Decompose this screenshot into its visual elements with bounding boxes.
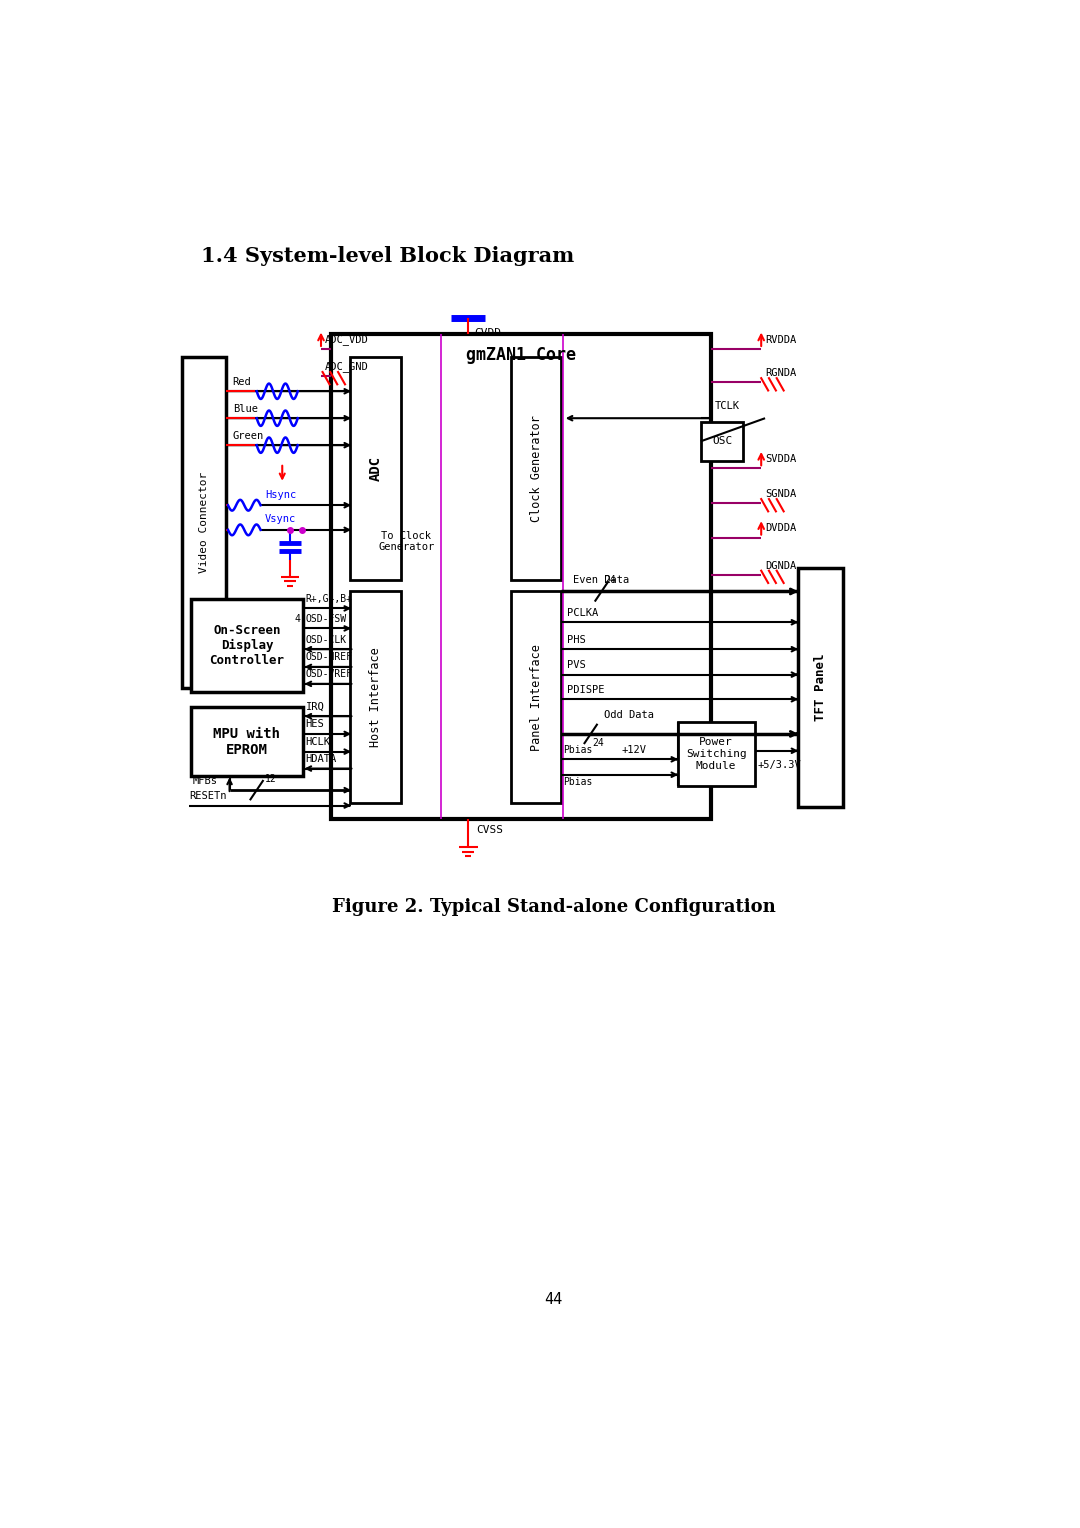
Text: Clock Generator: Clock Generator <box>529 414 542 521</box>
Text: Blue: Blue <box>232 405 258 414</box>
Text: CVDD: CVDD <box>474 329 501 338</box>
Bar <box>181 356 227 688</box>
Text: 1.4 System-level Block Diagram: 1.4 System-level Block Diagram <box>201 246 575 266</box>
Text: 24: 24 <box>592 738 604 747</box>
Bar <box>511 356 562 581</box>
Text: IRQ: IRQ <box>306 701 324 712</box>
Text: +12V: +12V <box>622 744 647 755</box>
Text: Power
Switching
Module: Power Switching Module <box>686 738 746 770</box>
Text: 4: 4 <box>295 614 301 623</box>
Text: Odd Data: Odd Data <box>604 711 653 720</box>
Text: +5/3.3V: +5/3.3V <box>757 759 801 770</box>
Text: PHS: PHS <box>567 634 586 645</box>
Text: gmZAN1 Core: gmZAN1 Core <box>465 345 576 364</box>
Text: Hsync: Hsync <box>266 490 296 500</box>
Bar <box>511 591 562 804</box>
Text: 12: 12 <box>265 775 276 784</box>
Text: TFT Panel: TFT Panel <box>813 654 826 721</box>
Text: TCLK: TCLK <box>715 400 740 411</box>
Bar <box>350 356 401 581</box>
Text: ADC: ADC <box>368 455 382 481</box>
Text: SVDDA: SVDDA <box>765 454 796 465</box>
Text: Even Data: Even Data <box>572 576 630 585</box>
Text: Video Connector: Video Connector <box>199 472 208 573</box>
Bar <box>677 723 755 785</box>
Text: ADC_VDD: ADC_VDD <box>325 335 368 345</box>
Bar <box>332 333 711 819</box>
Bar <box>350 591 401 804</box>
Text: CVSS: CVSS <box>476 825 503 836</box>
Bar <box>191 599 303 692</box>
Text: MFBs: MFBs <box>193 776 218 785</box>
Text: MPU with
EPROM: MPU with EPROM <box>214 726 281 756</box>
Text: Panel Interface: Panel Interface <box>529 643 542 750</box>
Text: RGNDA: RGNDA <box>765 368 796 377</box>
Text: HES: HES <box>306 720 324 729</box>
Text: 44: 44 <box>544 1293 563 1308</box>
Text: Host Interface: Host Interface <box>369 648 382 747</box>
Text: PDISPE: PDISPE <box>567 685 605 695</box>
Text: DVDDA: DVDDA <box>765 523 796 533</box>
Text: Green: Green <box>232 431 264 442</box>
Text: R+,G+,B+: R+,G+,B+ <box>306 594 352 604</box>
Text: Vsync: Vsync <box>266 515 296 524</box>
Text: ADC_GND: ADC_GND <box>325 361 368 371</box>
Text: Pbias: Pbias <box>564 744 593 755</box>
Text: PCLKA: PCLKA <box>567 608 598 617</box>
Bar <box>798 568 842 807</box>
Text: On-Screen
Display
Controller: On-Screen Display Controller <box>210 623 284 666</box>
Text: HCLK: HCLK <box>306 736 330 747</box>
Text: Figure 2. Typical Stand-alone Configuration: Figure 2. Typical Stand-alone Configurat… <box>332 898 775 917</box>
Text: DGNDA: DGNDA <box>765 561 796 570</box>
Text: RVDDA: RVDDA <box>765 335 796 345</box>
Text: SGNDA: SGNDA <box>765 489 796 500</box>
Text: RESETn: RESETn <box>189 792 227 801</box>
Text: OSC: OSC <box>712 437 732 446</box>
Text: OSD-VREF: OSD-VREF <box>306 669 352 680</box>
Text: To Clock
Generator: To Clock Generator <box>378 530 434 552</box>
Text: PVS: PVS <box>567 660 586 669</box>
Text: Pbias: Pbias <box>564 778 593 787</box>
Text: HDATA: HDATA <box>306 753 337 764</box>
Text: OSD-CLK: OSD-CLK <box>306 634 347 645</box>
Text: 24: 24 <box>604 576 616 585</box>
Text: Red: Red <box>232 377 252 388</box>
Bar <box>191 707 303 776</box>
Text: OSD-FSW: OSD-FSW <box>306 614 347 623</box>
Bar <box>701 422 743 460</box>
Text: OSD-HREF: OSD-HREF <box>306 652 352 662</box>
